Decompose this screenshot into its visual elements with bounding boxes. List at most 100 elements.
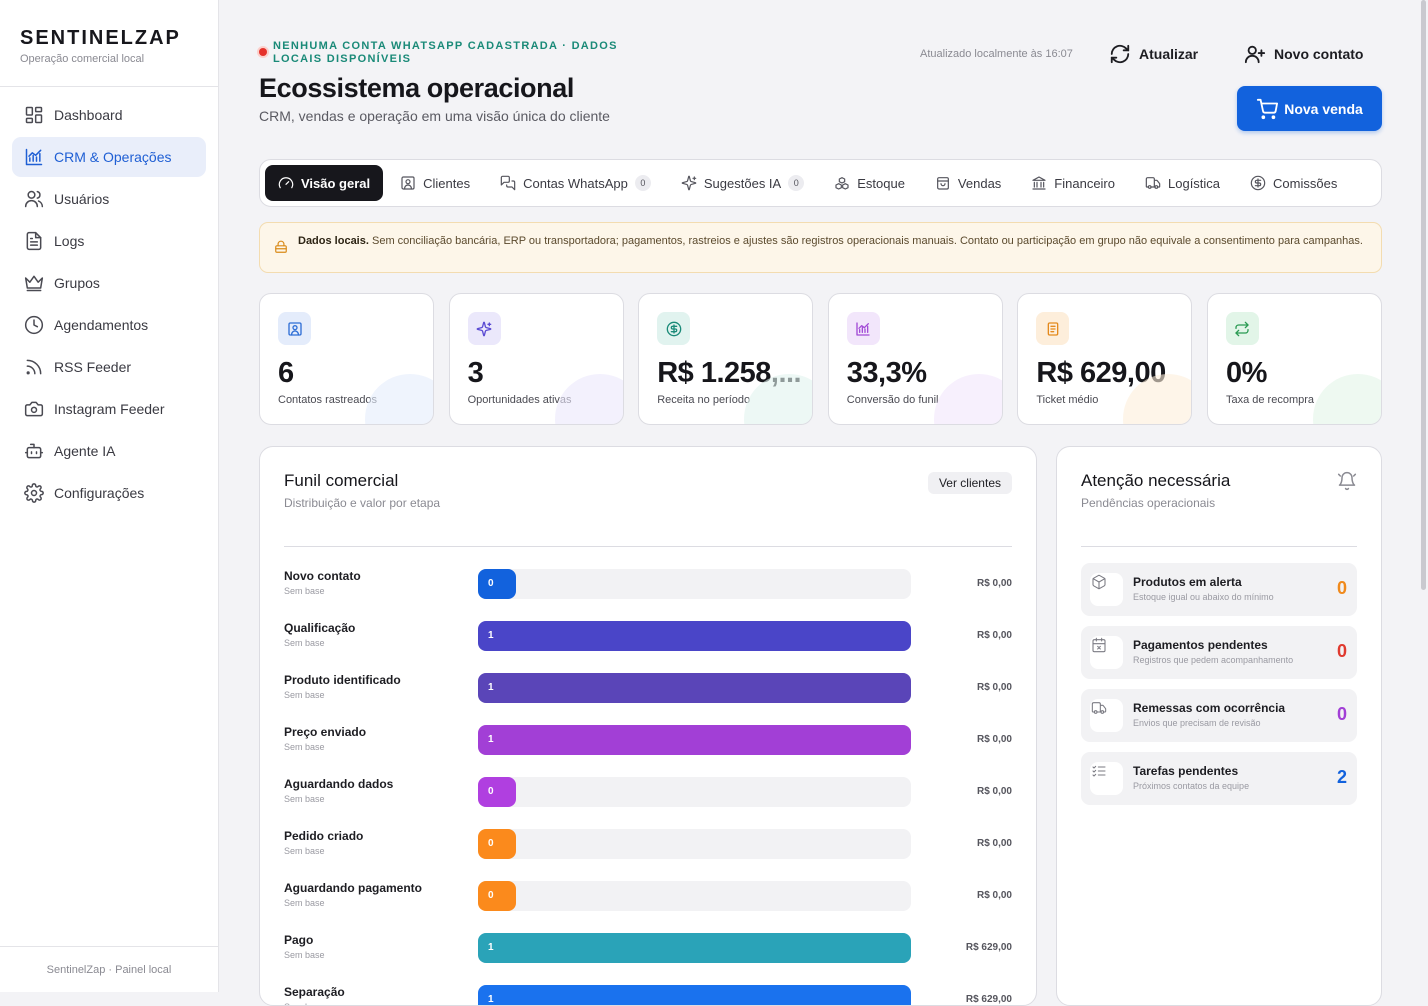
sidebar-item-agente-ia[interactable]: Agente IA — [12, 431, 206, 471]
funnel-stages: Novo contato Sem base 0 R$ 0,00 Qualificação… — [284, 547, 1012, 1005]
funnel-stage: Pago Sem base 1 R$ 629,00 — [284, 911, 1012, 963]
chart-icon — [846, 312, 880, 345]
tab-financeiro[interactable]: Financeiro — [1018, 165, 1128, 201]
funnel-subtitle: Distribuição e valor por etapa — [284, 496, 441, 510]
page-title: Ecossistema operacional — [259, 73, 574, 103]
attention-item-count: 0 — [1336, 704, 1347, 724]
attention-item-title: Pagamentos pendentes — [1133, 638, 1268, 652]
sidebar-item-label: Agente IA — [54, 443, 116, 459]
stage-base: Sem base — [284, 898, 325, 908]
file-icon — [24, 231, 44, 251]
tab-label: Visão geral — [301, 175, 371, 191]
attention-panel: Atenção necessária Pendências operaciona… — [1056, 446, 1382, 1006]
stage-name: Novo contato — [284, 569, 361, 583]
stage-bar: 0 — [478, 881, 516, 911]
attention-item[interactable]: Pagamentos pendentes Registros que pedem … — [1081, 626, 1357, 679]
tab-count-badge: 0 — [634, 175, 651, 191]
cart-icon — [1256, 98, 1279, 120]
sidebar-item-configuracoes[interactable]: Configurações — [12, 473, 206, 513]
tab-estoque[interactable]: Estoque — [821, 165, 918, 201]
stage-bar: 1 — [478, 725, 911, 755]
sidebar-item-usuarios[interactable]: Usuários — [12, 179, 206, 219]
stage-amount: R$ 0,00 — [976, 838, 1012, 849]
sidebar-item-instagram-feeder[interactable]: Instagram Feeder — [12, 389, 206, 429]
funnel-header: Funil comercial Distribuição e valor por… — [284, 471, 1012, 547]
sidebar-nav: Dashboard CRM & Operações Usuários Logs Grup… — [0, 87, 218, 523]
new-contact-label: Novo contato — [1274, 46, 1364, 62]
tab-vendas[interactable]: Vendas — [922, 165, 1014, 201]
bag-icon — [935, 175, 951, 191]
sidebar-item-rss-feeder[interactable]: RSS Feeder — [12, 347, 206, 387]
boxes-icon — [834, 175, 850, 191]
status-dot — [259, 48, 267, 56]
see-clients-button[interactable]: Ver clientes — [927, 472, 1012, 494]
tab-comissoes[interactable]: Comissões — [1237, 165, 1350, 201]
kpi-card: 3 Oportunidades ativas — [448, 293, 624, 425]
stage-amount: R$ 0,00 — [976, 786, 1012, 797]
tab-count-badge: 0 — [788, 175, 805, 191]
attention-item-subtitle: Estoque igual ou abaixo do mínimo — [1133, 592, 1274, 602]
kpi-value: 33,3% — [846, 357, 927, 389]
contact-icon — [278, 312, 311, 345]
tab-label: Estoque — [857, 175, 905, 191]
attention-item-subtitle: Registros que pedem acompanhamento — [1133, 655, 1294, 665]
stage-name: Pedido criado — [284, 829, 364, 843]
tab-label: Clientes — [423, 175, 471, 191]
connection-status: NENHUMA CONTA WHATSAPP CADASTRADA · DADO… — [259, 40, 669, 66]
attention-item[interactable]: Remessas com ocorrência Envios que precis… — [1081, 689, 1357, 742]
funnel-title: Funil comercial — [284, 471, 399, 490]
tab-clientes[interactable]: Clientes — [387, 165, 483, 201]
tab-visao-geral[interactable]: Visão geral — [265, 165, 384, 201]
tab-sugestoes-ia[interactable]: Sugestões IA 0 — [668, 165, 817, 201]
sidebar-item-label: RSS Feeder — [54, 359, 132, 375]
sidebar-item-agendamentos[interactable]: Agendamentos — [12, 305, 206, 345]
sidebar-item-logs[interactable]: Logs — [12, 221, 206, 261]
stage-track: 0 — [478, 829, 911, 859]
gear-icon — [24, 483, 44, 503]
stage-name: Preço enviado — [284, 725, 367, 739]
tab-logistica[interactable]: Logística — [1132, 165, 1233, 201]
funnel-stage: Aguardando pagamento Sem base 0 R$ 0,00 — [284, 859, 1012, 911]
attention-item[interactable]: Produtos em alerta Estoque igual ou abaix… — [1081, 563, 1357, 616]
kpi-value: 6 — [278, 357, 294, 389]
calendar-x-icon — [1090, 636, 1123, 669]
sidebar: SENTINELZAP Operação comercial local Das… — [0, 0, 219, 992]
stage-amount: R$ 629,00 — [965, 994, 1012, 1005]
funnel-stage: Produto identificado Sem base 1 R$ 0,00 — [284, 651, 1012, 703]
stage-base: Sem base — [284, 690, 325, 700]
sidebar-item-crm-operacoes[interactable]: CRM & Operações — [12, 137, 206, 177]
funnel-stage: Separação Sem base 1 R$ 629,00 — [284, 963, 1012, 1005]
kpi-label: Taxa de recompra — [1225, 394, 1315, 406]
kpi-label: Oportunidades ativas — [467, 394, 572, 406]
attention-item[interactable]: Tarefas pendentes Próximos contatos da eq… — [1081, 752, 1357, 805]
funnel-stage: Pedido criado Sem base 0 R$ 0,00 — [284, 807, 1012, 859]
kpi-label: Ticket médio — [1036, 394, 1099, 406]
attention-item-count: 2 — [1336, 767, 1347, 787]
sidebar-item-grupos[interactable]: Grupos — [12, 263, 206, 303]
page-subtitle: CRM, vendas e operação em uma visão únic… — [259, 108, 610, 124]
brand-title: SENTINELZAP — [20, 27, 181, 49]
stage-base: Sem base — [284, 794, 325, 804]
attention-item-count: 0 — [1336, 641, 1347, 661]
kpi-card: 33,3% Conversão do funil — [827, 293, 1003, 425]
attention-item-title: Produtos em alerta — [1133, 575, 1242, 589]
refresh-button[interactable]: Atualizar — [1109, 42, 1198, 66]
sidebar-item-dashboard[interactable]: Dashboard — [12, 95, 206, 135]
kpi-value: 3 — [467, 357, 484, 389]
kpi-row: 6 Contatos rastreados 3 Oportunidades ativa… — [259, 293, 1382, 425]
new-contact-button[interactable]: Novo contato — [1244, 42, 1363, 66]
bot-icon — [24, 441, 44, 461]
dashboard-icon — [24, 105, 44, 125]
bell-icon[interactable] — [1337, 471, 1357, 491]
new-sale-button[interactable]: Nova venda — [1237, 86, 1382, 131]
contact-icon — [400, 175, 416, 191]
funnel-panel: Funil comercial Distribuição e valor por… — [259, 446, 1037, 1006]
chat-icon — [500, 175, 516, 191]
stage-base: Sem base — [284, 1002, 325, 1005]
attention-item-title: Remessas com ocorrência — [1133, 701, 1286, 715]
section-tabs: Visão geral Clientes Contas WhatsApp 0 Suges… — [259, 159, 1382, 207]
sidebar-item-label: CRM & Operações — [54, 149, 172, 165]
scrollbar[interactable] — [1421, 0, 1426, 590]
notice-bold: Dados locais. — [298, 235, 369, 247]
tab-contas-whatsapp[interactable]: Contas WhatsApp 0 — [487, 165, 664, 201]
